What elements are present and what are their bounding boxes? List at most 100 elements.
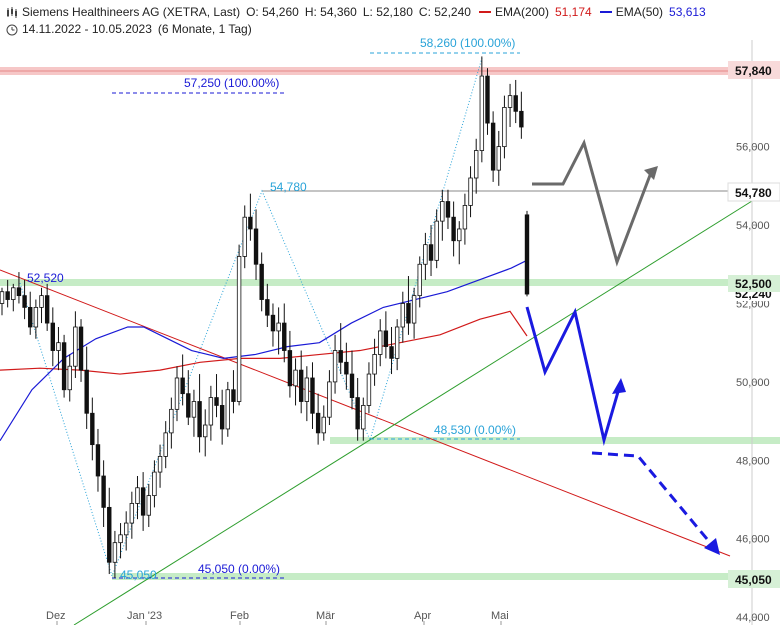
fib-low-label: 48,530 (0.00%) (434, 423, 516, 437)
candle-body (135, 487, 140, 504)
candlestick-chart-icon (6, 7, 18, 19)
x-label-maer: Mär (316, 610, 335, 622)
candle-body (16, 287, 22, 297)
candle-body (417, 263, 422, 297)
fib-mid-label: 54,780 (270, 180, 307, 194)
candle-body (298, 369, 304, 402)
candle-body (84, 369, 89, 414)
chart-header-line2: 14.11.2022 - 10.05.2023 (6 Monate, 1 Tag) (6, 22, 252, 36)
candle-body (383, 330, 389, 348)
price-label-52500: 52,500 (735, 277, 772, 291)
candle-body (11, 287, 16, 300)
candle-body (248, 216, 253, 230)
fib-left-label: 52,520 (27, 271, 64, 285)
support-zone-48530 (330, 437, 780, 444)
candle-body (332, 350, 338, 383)
date-range: 14.11.2022 - 10.05.2023 (22, 22, 152, 36)
candle-body (355, 397, 360, 430)
low-value: L: 52,180 (362, 5, 413, 19)
scenario-blue-path (525, 306, 622, 446)
y-tick-label: 48,000 (736, 455, 770, 467)
price-box-45050: 45,050 (728, 570, 780, 588)
chart-title: Siemens Healthineers AG (XETRA, Last) (22, 5, 241, 19)
candle-body (208, 397, 214, 426)
candle-body (61, 342, 67, 391)
candle-body (0, 291, 5, 304)
fib-bottom-small-label: 45,050 (120, 568, 157, 582)
candle-body (349, 373, 355, 398)
support-zone-52500 (0, 279, 752, 286)
candle-body (123, 522, 129, 536)
ema50-legend-swatch (599, 10, 612, 13)
candle-body (282, 322, 287, 351)
ema50-label: EMA(50) (615, 5, 664, 19)
ema200-label: EMA(200) (494, 5, 549, 19)
candle-body (338, 350, 343, 363)
scenario-grey-path (532, 138, 654, 267)
price-label-57840: 57,840 (735, 64, 772, 78)
scenario-grey-arrowhead (644, 166, 658, 180)
candle-body (203, 424, 208, 438)
candle-body (253, 228, 259, 265)
candle-body (276, 322, 281, 332)
price-box-54780: 54,780 (727, 182, 780, 202)
candle-body (50, 322, 56, 351)
x-label-mai: Mai (491, 610, 509, 622)
ema50-value: 53,613 (669, 5, 706, 19)
candle-body (502, 107, 507, 148)
y-tick-label: 50,000 (736, 377, 770, 389)
y-axis-ticks: 44,000 46,000 48,000 50,000 52,000 54,000 56,0… (736, 142, 770, 625)
candle-body (225, 389, 231, 430)
candle-body (118, 534, 123, 544)
candle-body (389, 346, 394, 359)
candle-body (219, 405, 225, 430)
y-tick-label: 46,000 (736, 534, 770, 546)
candle-body (259, 263, 264, 300)
candle-body (90, 412, 95, 446)
candle-body (39, 295, 44, 308)
candle-body (270, 314, 276, 332)
candle-body (236, 256, 242, 402)
scenario-blue-arrowhead (612, 378, 626, 394)
candle-body (304, 377, 310, 402)
candle-body (112, 542, 118, 563)
candle-body (152, 471, 157, 497)
candle-body (163, 432, 168, 457)
candle-body (327, 381, 332, 418)
fib-top-label: 58,260 (100.00%) (420, 36, 515, 50)
candle-body (56, 342, 61, 351)
fib-zigzag-line (19, 57, 483, 578)
candle-body (428, 244, 434, 261)
period-text: (6 Monate, 1 Tag) (157, 22, 252, 36)
close-value: C: 52,240 (418, 5, 471, 19)
candle-body (95, 444, 101, 477)
candle-body (197, 401, 202, 438)
candle-body (22, 295, 27, 308)
candle-body (186, 393, 191, 418)
x-label-apr: Apr (414, 610, 431, 622)
candle-body (191, 401, 197, 418)
y-tick-label: 54,000 (736, 220, 770, 232)
x-label-jan: Jan '23 (127, 610, 162, 622)
chart-header-line1: Siemens Healthineers AG (XETRA, Last) O: … (6, 5, 706, 19)
candle-body (157, 456, 163, 473)
candle-body (146, 495, 151, 516)
price-box-57840: 57,840 (728, 61, 780, 79)
candle-body (101, 475, 106, 508)
candle-body (231, 389, 236, 402)
candle-body (423, 244, 428, 265)
uptrend-line (73, 195, 761, 625)
candle-body (406, 303, 411, 324)
y-tick-label: 56,000 (736, 142, 770, 154)
candle-body (33, 306, 39, 328)
candle-body (507, 95, 513, 108)
price-box-52500: 52,500 (728, 275, 780, 292)
candle-body (411, 295, 417, 324)
price-label-45050: 45,050 (735, 573, 772, 587)
candle-body (440, 201, 445, 222)
candle-body (293, 369, 298, 387)
scenario-blue-dashed-arrowhead (704, 538, 720, 555)
candle-body (490, 122, 496, 171)
candle-body (485, 75, 490, 124)
